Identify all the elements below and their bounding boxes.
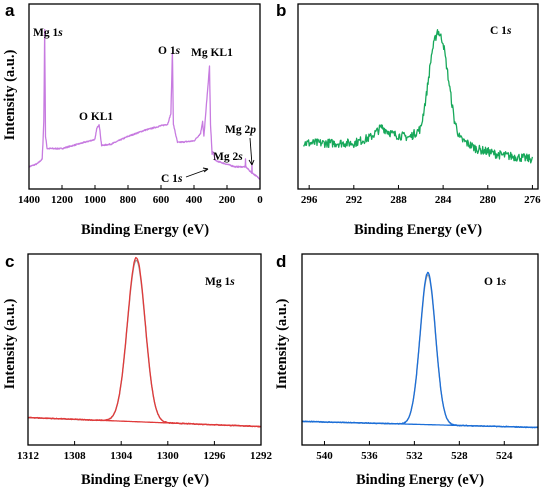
panel-a-survey-curve bbox=[28, 28, 261, 180]
panel-c: c Intensity (a.u.) 1312 1308 1304 1300 1296 1… bbox=[2, 252, 273, 488]
annot-mg1s: Mg 1s bbox=[33, 27, 63, 39]
panel-a-ticks: 1400 1200 1000 800 600 400 200 0 bbox=[18, 185, 263, 206]
annot-mg2p-arrowhead bbox=[248, 159, 255, 166]
panel-c-xlabel: Binding Energy (eV) bbox=[81, 472, 209, 488]
x-tick-label: 1308 bbox=[64, 450, 87, 462]
x-tick-label: 600 bbox=[153, 194, 170, 206]
panel-b-xlabel: Binding Energy (eV) bbox=[354, 222, 482, 238]
annot-okl1: O KL1 bbox=[79, 111, 113, 123]
panel-d-ylabel: Intensity (a.u.) bbox=[274, 299, 290, 390]
x-tick-label: 528 bbox=[451, 450, 468, 462]
panel-a-frame bbox=[28, 3, 261, 190]
x-tick-label: 524 bbox=[496, 450, 513, 462]
panel-a: a Intensity (a.u.) 1400 1200 1000 800 600 400… bbox=[2, 1, 263, 238]
panel-d-label: d bbox=[276, 252, 286, 271]
x-tick-label: 1292 bbox=[250, 450, 273, 462]
x-tick-label: 0 bbox=[257, 194, 263, 206]
panel-d-xlabel: Binding Energy (eV) bbox=[356, 472, 484, 488]
panel-d-o1s-curve bbox=[301, 271, 539, 429]
annot-mg2p-arrow bbox=[249, 137, 253, 166]
x-tick-label: 292 bbox=[346, 194, 363, 206]
panel-d-frame bbox=[301, 253, 539, 446]
panel-b: b 296 292 288 284 280 276 Binding Energy (eV)… bbox=[276, 1, 541, 238]
panel-c-ylabel: Intensity (a.u.) bbox=[2, 299, 18, 390]
x-tick-label: 532 bbox=[406, 450, 423, 462]
x-tick-label: 536 bbox=[361, 450, 378, 462]
x-tick-label: 540 bbox=[316, 450, 333, 462]
panel-d-title: O 1s bbox=[484, 276, 507, 288]
x-tick-label: 1304 bbox=[110, 450, 133, 462]
x-tick-label: 1296 bbox=[203, 450, 226, 462]
annot-c1s-arrow bbox=[185, 168, 209, 178]
panel-c-frame bbox=[27, 253, 262, 446]
annot-c1s-arrowhead bbox=[202, 167, 209, 173]
annot-c1s: C 1s bbox=[161, 173, 183, 185]
x-tick-label: 276 bbox=[524, 194, 541, 206]
x-tick-label: 296 bbox=[301, 194, 318, 206]
annot-mg2s: Mg 2s bbox=[213, 151, 243, 163]
annot-o1s: O 1s bbox=[158, 45, 181, 57]
x-tick-label: 1000 bbox=[84, 194, 107, 206]
x-tick-label: 284 bbox=[435, 194, 452, 206]
annot-mg2p: Mg 2p bbox=[225, 124, 256, 136]
x-tick-label: 1312 bbox=[17, 450, 40, 462]
panel-b-ticks: 296 292 288 284 280 276 bbox=[301, 185, 541, 206]
panel-b-c1s-curve bbox=[303, 29, 534, 164]
panel-a-xlabel: Binding Energy (eV) bbox=[81, 222, 209, 238]
panel-c-ticks: 1312 1308 1304 1300 1296 1292 bbox=[17, 441, 273, 462]
panel-c-label: c bbox=[5, 252, 14, 271]
panel-b-title: C 1s bbox=[490, 25, 512, 37]
x-tick-label: 800 bbox=[120, 194, 137, 206]
panel-c-title: Mg 1s bbox=[205, 276, 235, 288]
annot-mgkl1: Mg KL1 bbox=[191, 47, 233, 59]
panel-a-label: a bbox=[5, 1, 15, 20]
panel-b-label: b bbox=[276, 1, 286, 20]
x-tick-label: 280 bbox=[480, 194, 497, 206]
x-tick-label: 1300 bbox=[157, 450, 180, 462]
panel-d-fit-curve bbox=[301, 274, 539, 429]
panel-d: d Intensity (a.u.) 540 536 532 528 524 Bindi… bbox=[274, 252, 539, 488]
x-tick-label: 400 bbox=[186, 194, 203, 206]
x-tick-label: 1400 bbox=[18, 194, 41, 206]
panel-c-mg1s-curve bbox=[27, 256, 262, 428]
panel-b-frame bbox=[297, 3, 539, 190]
x-tick-label: 288 bbox=[390, 194, 407, 206]
x-tick-label: 200 bbox=[219, 194, 236, 206]
panel-d-ticks: 540 536 532 528 524 bbox=[316, 441, 513, 462]
panel-a-ylabel: Intensity (a.u.) bbox=[2, 50, 18, 141]
x-tick-label: 1200 bbox=[51, 194, 74, 206]
